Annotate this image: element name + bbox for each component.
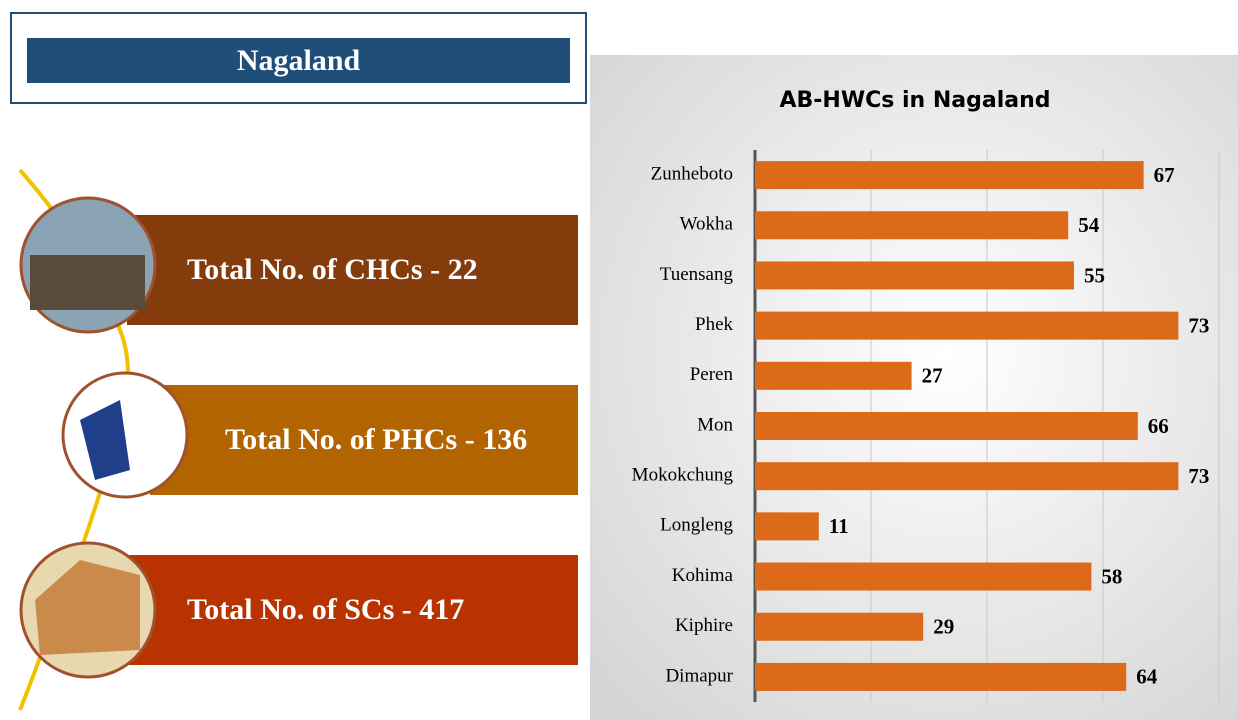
bar <box>755 362 912 390</box>
page: Nagaland Total No. of CHCs - 22 Total No… <box>0 0 1238 720</box>
value-label: 73 <box>1188 313 1209 337</box>
value-label: 67 <box>1154 163 1175 187</box>
value-label: 55 <box>1084 263 1105 287</box>
value-label: 58 <box>1101 564 1122 588</box>
bar <box>755 613 923 641</box>
y-tick-label: Zunheboto <box>651 163 733 184</box>
value-label: 73 <box>1188 464 1209 488</box>
y-tick-label: Peren <box>690 364 734 385</box>
chart-title: AB-HWCs in Nagaland <box>779 88 1050 113</box>
y-tick-label: Dimapur <box>665 665 733 686</box>
y-tick-label: Longleng <box>660 515 733 536</box>
bar <box>755 512 819 540</box>
y-tick-label: Kiphire <box>675 615 733 636</box>
bar <box>755 161 1144 189</box>
y-tick-label: Mokokchung <box>632 465 734 486</box>
value-label: 64 <box>1136 665 1158 689</box>
y-tick-label: Kohima <box>672 565 734 586</box>
value-label: 66 <box>1148 414 1169 438</box>
bar <box>755 663 1126 691</box>
value-label: 27 <box>922 364 943 388</box>
y-tick-label: Tuensang <box>660 264 734 285</box>
y-tick-label: Mon <box>697 414 733 435</box>
bar <box>755 312 1178 340</box>
bar <box>755 462 1178 490</box>
y-tick-label: Wokha <box>680 214 734 235</box>
chart: AB-HWCs in Nagaland Zunheboto 67 Wokha 54 Tu… <box>0 0 1238 720</box>
bar <box>755 412 1138 440</box>
bar <box>755 211 1068 239</box>
value-label: 29 <box>933 615 954 639</box>
value-label: 11 <box>829 514 849 538</box>
bar <box>755 261 1074 289</box>
bar <box>755 563 1091 591</box>
y-tick-label: Phek <box>695 314 734 335</box>
value-label: 54 <box>1078 213 1100 237</box>
